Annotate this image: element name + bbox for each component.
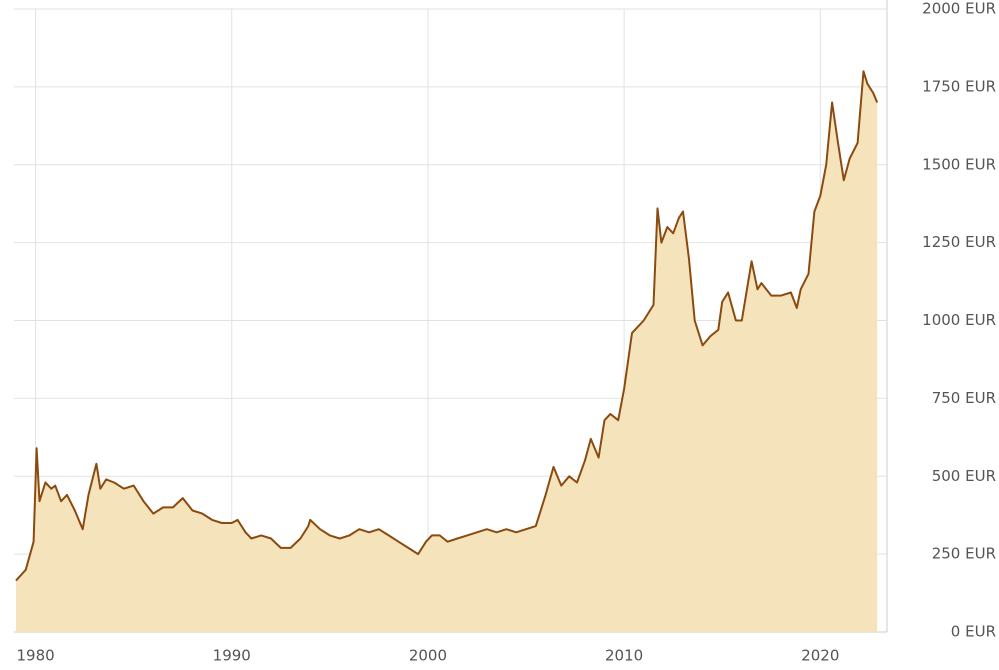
y-tick-label: 1000 EUR: [922, 311, 996, 329]
area-fill: [16, 71, 878, 633]
y-tick-label: 750 EUR: [932, 389, 996, 407]
y-tick-label: 0 EUR: [951, 623, 996, 641]
x-tick-label: 1990: [213, 647, 251, 665]
x-tick-label: 2020: [801, 647, 839, 665]
y-tick-label: 1750 EUR: [922, 77, 996, 95]
y-tick-label: 250 EUR: [932, 545, 996, 563]
y-tick-label: 2000 EUR: [922, 0, 996, 18]
x-tick-label: 1980: [16, 647, 54, 665]
x-tick-label: 2010: [605, 647, 643, 665]
y-tick-label: 1250 EUR: [922, 233, 996, 251]
x-tick-label: 2000: [409, 647, 447, 665]
y-tick-label: 500 EUR: [932, 467, 996, 485]
y-tick-label: 1500 EUR: [922, 155, 996, 173]
price-line: [15, 70, 879, 582]
